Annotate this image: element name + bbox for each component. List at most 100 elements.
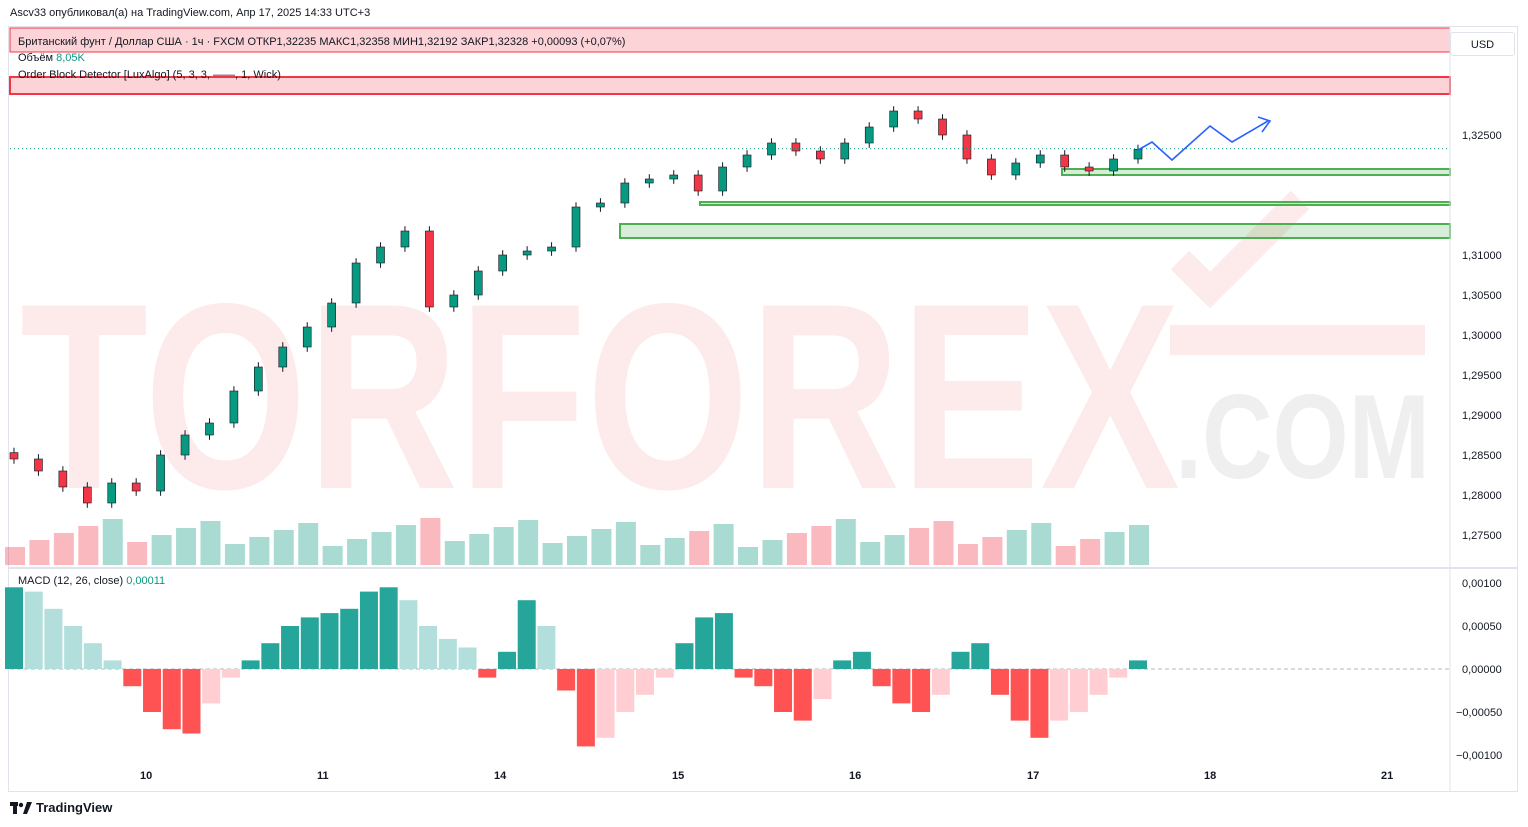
volume-bar xyxy=(689,531,710,565)
macd-histogram-bar xyxy=(1089,669,1108,695)
countdown-tag: 26:51 xyxy=(1455,157,1483,169)
candle-body xyxy=(473,270,483,296)
candle-body xyxy=(498,254,507,272)
volume-bar xyxy=(176,528,197,565)
macd-histogram-bar xyxy=(83,643,102,669)
volume-bar xyxy=(127,542,148,565)
candle-body xyxy=(327,302,336,328)
bullish-order-block xyxy=(619,223,1451,239)
macd-value: 0,00011 xyxy=(126,575,166,587)
candle-body xyxy=(596,202,605,208)
price-tag: 1,33026 xyxy=(1455,87,1495,99)
macd-histogram-bar xyxy=(774,669,793,712)
candle-body xyxy=(1084,166,1094,172)
indicator-legend[interactable]: Order Block Detector [LuxAlgo] (5, 3, 3,… xyxy=(18,69,281,81)
candle-body xyxy=(693,174,703,192)
volume-bar xyxy=(29,540,50,565)
macd-histogram-bar xyxy=(202,669,221,704)
volume-bar xyxy=(835,519,856,565)
volume-bar xyxy=(933,521,954,565)
volume-bar xyxy=(322,546,343,565)
volume-bar xyxy=(982,537,1003,565)
macd-histogram-bar xyxy=(379,587,398,669)
macd-histogram-bar xyxy=(419,626,438,669)
candle-body xyxy=(425,230,434,308)
macd-histogram-bar xyxy=(300,617,319,669)
macd-histogram-bar xyxy=(951,651,970,669)
candle-body xyxy=(302,326,312,348)
volume-bar xyxy=(371,532,392,565)
macd-axis-label: −0,00100 xyxy=(1456,750,1503,762)
volume-bar xyxy=(640,545,661,565)
macd-axis-label: 0,00050 xyxy=(1462,621,1502,633)
currency-button[interactable]: USD xyxy=(1450,32,1515,56)
macd-histogram-bar xyxy=(616,669,635,712)
macd-histogram-bar xyxy=(576,669,595,747)
chart-frame[interactable] xyxy=(8,26,1518,792)
macd-histogram-bar xyxy=(340,608,359,669)
date-label: 17 xyxy=(1027,770,1040,782)
macd-histogram-bar xyxy=(892,669,911,704)
macd-histogram-bar xyxy=(1050,669,1069,721)
volume-bar xyxy=(53,533,74,565)
macd-histogram-bar xyxy=(852,651,871,669)
macd-histogram-bar xyxy=(458,647,477,669)
macd-histogram-bar xyxy=(754,669,773,687)
bullish-order-block xyxy=(699,201,1451,206)
candle-body xyxy=(620,182,630,204)
macd-histogram-bar xyxy=(675,643,694,669)
price-tag: 1,31377 xyxy=(1455,220,1495,232)
volume-bar xyxy=(1080,539,1101,565)
candle-body xyxy=(938,118,947,136)
macd-histogram-bar xyxy=(281,626,300,669)
candle-body xyxy=(254,366,263,392)
candle-body xyxy=(840,142,850,160)
volume-bar xyxy=(151,535,172,565)
volume-bar xyxy=(493,527,514,565)
volume-value: 8,05K xyxy=(56,52,85,64)
macd-label: MACD (12, 26, close) xyxy=(18,575,124,587)
price-tag: 1,31637 xyxy=(1455,198,1495,210)
macd-histogram-bar xyxy=(182,669,201,734)
volume-bar xyxy=(909,528,930,565)
candle-body xyxy=(131,482,141,492)
candle-body xyxy=(180,434,190,456)
price-axis-label: 1,31000 xyxy=(1462,250,1502,262)
volume-bar xyxy=(664,538,685,565)
macd-histogram-bar xyxy=(537,626,556,669)
tradingview-brand[interactable]: TradingView xyxy=(10,800,112,815)
candle-body xyxy=(669,174,679,180)
legend-highlight-zone xyxy=(9,27,1451,53)
volume-bar xyxy=(1006,530,1027,565)
macd-histogram-bar xyxy=(123,669,142,687)
macd-histogram-bar xyxy=(714,613,733,669)
price-tag: 1,32021 xyxy=(1455,174,1495,186)
volume-bar xyxy=(884,535,905,565)
candle-body xyxy=(522,250,532,256)
volume-bar xyxy=(567,536,587,565)
watermark-domain: .COM xyxy=(1175,370,1430,504)
candle-body xyxy=(962,134,972,160)
volume-bar xyxy=(860,542,881,565)
macd-histogram-bar xyxy=(64,626,83,669)
candle-body xyxy=(547,246,556,252)
candle-body xyxy=(864,126,874,144)
candle-body xyxy=(718,166,727,192)
volume-bar xyxy=(738,547,759,565)
macd-legend[interactable]: MACD (12, 26, close) 0,00011 xyxy=(18,575,165,587)
candle-body xyxy=(107,482,117,504)
price-axis-label: 1,30500 xyxy=(1462,290,1502,302)
candle-body xyxy=(889,110,898,128)
candle-body xyxy=(645,178,654,184)
price-tag: 1,27076 xyxy=(1455,550,1495,562)
symbol-legend[interactable]: Британский фунт / Доллар США · 1ч · FXCM… xyxy=(18,36,626,48)
volume-legend[interactable]: Объём 8,05K xyxy=(18,52,85,64)
candle-body xyxy=(571,206,581,248)
volume-bar xyxy=(224,544,245,565)
date-label: 21 xyxy=(1381,770,1394,782)
candle-body xyxy=(83,486,92,504)
candle-body xyxy=(816,150,825,160)
macd-histogram-bar xyxy=(1030,669,1049,738)
macd-histogram-bar xyxy=(497,651,516,669)
